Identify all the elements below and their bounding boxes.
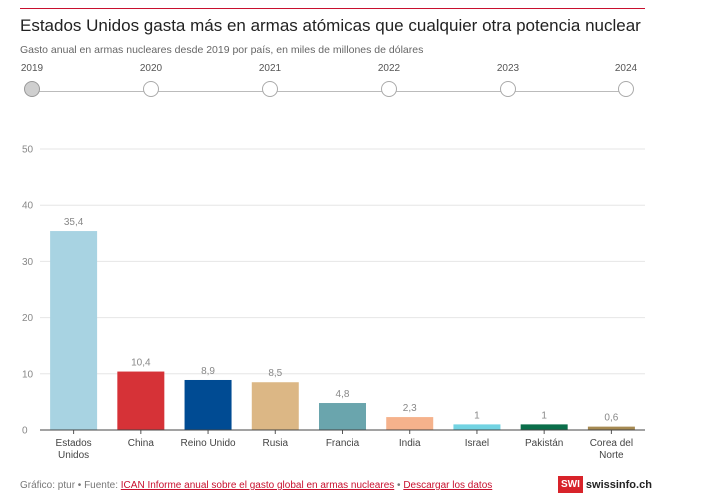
data-label: 4,8 <box>336 389 350 400</box>
data-label: 0,6 <box>604 413 618 424</box>
timeline-year-label: 2019 <box>20 63 44 74</box>
x-tick-label: India <box>399 438 421 449</box>
x-tick-label: Israel <box>465 438 489 449</box>
bar <box>386 417 434 430</box>
bar <box>520 424 568 430</box>
timeline-step-2019[interactable]: 2019 <box>12 62 52 97</box>
timeline-dot[interactable] <box>381 81 397 97</box>
data-label: 2,3 <box>403 403 417 414</box>
x-tick-label: Francia <box>326 438 360 449</box>
data-label: 1 <box>474 410 480 421</box>
bar <box>50 231 98 430</box>
data-label: 1 <box>541 410 547 421</box>
chart-subtitle: Gasto anual en armas nucleares desde 201… <box>20 44 424 56</box>
x-tick-label: Unidos <box>58 450 89 461</box>
y-tick-label: 50 <box>22 145 34 156</box>
bar <box>319 403 366 430</box>
x-tick-label: Reino Unido <box>181 438 236 449</box>
footer-separator: • <box>394 480 404 491</box>
bar <box>587 426 635 430</box>
x-tick-label: Norte <box>599 450 624 461</box>
x-tick-label: Estados <box>56 438 92 449</box>
x-tick-label: Corea del <box>590 438 633 449</box>
bar <box>453 424 501 430</box>
timeline-year-label: 2023 <box>496 63 520 74</box>
data-label: 8,5 <box>268 368 282 379</box>
y-tick-label: 0 <box>22 426 28 437</box>
timeline-dot[interactable] <box>143 81 159 97</box>
bar <box>251 382 299 430</box>
timeline-year-label: 2020 <box>139 63 163 74</box>
timeline-dot[interactable] <box>262 81 278 97</box>
timeline-year-label: 2024 <box>614 63 638 74</box>
x-tick-label: Rusia <box>262 438 288 449</box>
download-data-link[interactable]: Descargar los datos <box>403 480 493 491</box>
x-tick-label: Pakistán <box>525 438 563 449</box>
bar <box>117 371 165 430</box>
swi-logo-box: SWI <box>558 476 583 493</box>
data-label: 8,9 <box>201 366 215 377</box>
timeline-step-2020[interactable]: 2020 <box>131 62 171 97</box>
timeline-track <box>32 91 626 92</box>
timeline-year-label: 2022 <box>377 63 401 74</box>
y-tick-label: 30 <box>22 257 34 268</box>
data-label: 35,4 <box>64 217 84 228</box>
y-tick-label: 10 <box>22 369 34 380</box>
year-timeline: 2019 2020 2021 2022 2023 2024 <box>0 62 712 106</box>
swissinfo-logo[interactable]: SWI swissinfo.ch <box>558 476 652 493</box>
top-rule <box>20 8 645 9</box>
footer-credit: Gráfico: ptur • Fuente: <box>20 480 121 491</box>
chart-title: Estados Unidos gasta más en armas atómic… <box>20 16 641 35</box>
data-label: 10,4 <box>131 358 151 369</box>
timeline-year-label: 2021 <box>258 63 282 74</box>
timeline-step-2023[interactable]: 2023 <box>488 62 528 97</box>
timeline-dot[interactable] <box>500 81 516 97</box>
swissinfo-logo-text: swissinfo.ch <box>585 478 652 491</box>
timeline-dot[interactable] <box>24 81 40 97</box>
x-tick-label: China <box>128 438 155 449</box>
timeline-dot[interactable] <box>618 81 634 97</box>
timeline-step-2022[interactable]: 2022 <box>369 62 409 97</box>
footer: Gráfico: ptur • Fuente: ICAN Informe anu… <box>20 480 492 491</box>
y-tick-label: 20 <box>22 313 34 324</box>
source-link[interactable]: ICAN Informe anual sobre el gasto global… <box>120 480 395 491</box>
bar <box>184 379 232 430</box>
timeline-step-2024[interactable]: 2024 <box>606 62 646 97</box>
y-tick-label: 40 <box>22 201 34 212</box>
timeline-step-2021[interactable]: 2021 <box>250 62 290 97</box>
